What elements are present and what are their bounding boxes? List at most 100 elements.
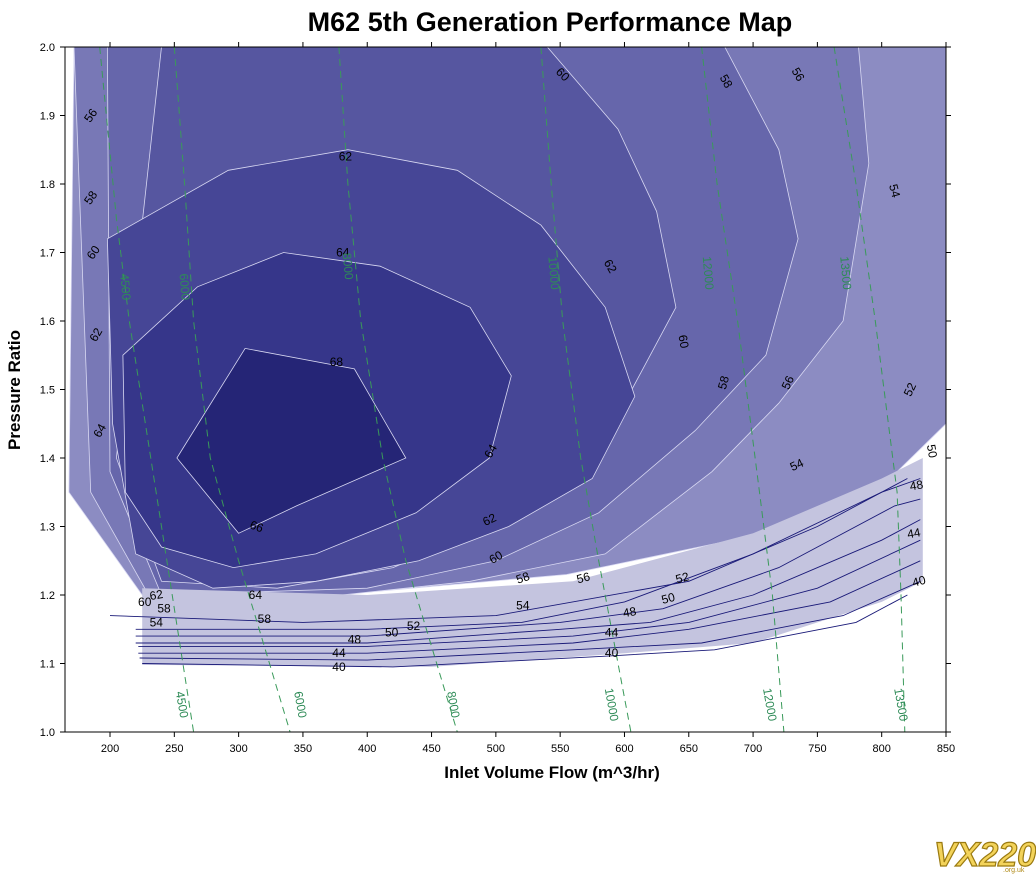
y-tick-label: 1.1 xyxy=(40,659,55,671)
x-tick-label: 450 xyxy=(422,743,440,755)
efficiency-line-52 xyxy=(135,478,921,630)
x-tick-label: 350 xyxy=(294,743,312,755)
x-tick-label: 650 xyxy=(680,743,698,755)
efficiency-label-58: 58 xyxy=(715,374,732,391)
efficiency-label-52: 52 xyxy=(407,619,421,633)
y-tick-label: 1.4 xyxy=(40,453,55,465)
x-tick-label: 750 xyxy=(808,743,826,755)
y-tick-label: 1.8 xyxy=(40,179,55,191)
speed-label-6000: 6000 xyxy=(291,690,309,719)
efficiency-region-low xyxy=(142,458,923,667)
speed-line-4500 xyxy=(99,47,195,732)
speed-label-13500: 13500 xyxy=(837,256,854,291)
efficiency-label-64: 64 xyxy=(336,246,350,260)
y-axis-ticks: 1.0 1.1 1.2 1.3 1.4 1.5 1.6 1.7 1.8 1.9 2.0 xyxy=(40,42,951,739)
efficiency-label-64: 64 xyxy=(481,442,500,461)
x-axis-label: Inlet Volume Flow (m^3/hr) xyxy=(444,763,660,782)
efficiency-label-54: 54 xyxy=(150,615,164,629)
x-tick-label: 400 xyxy=(358,743,376,755)
speed-line-6000 xyxy=(173,47,291,732)
y-tick-label: 1.2 xyxy=(40,590,55,602)
speed-label-12000: 12000 xyxy=(760,687,780,723)
efficiency-label-58: 58 xyxy=(157,602,171,616)
efficiency-label-62: 62 xyxy=(339,150,353,164)
efficiency-line-48 xyxy=(135,519,921,644)
efficiency-label-60: 60 xyxy=(676,334,692,350)
x-tick-label: 700 xyxy=(744,743,762,755)
speed-label-12000: 12000 xyxy=(700,256,717,291)
efficiency-label-48: 48 xyxy=(909,477,925,493)
efficiency-label-48: 48 xyxy=(622,604,638,620)
chart-title: M62 5th Generation Performance Map xyxy=(308,7,793,37)
y-tick-label: 2.0 xyxy=(40,42,55,54)
y-tick-label: 1.0 xyxy=(40,727,55,739)
x-tick-label: 500 xyxy=(487,743,505,755)
speed-label-8000: 8000 xyxy=(340,252,356,280)
efficiency-line-40 xyxy=(142,594,908,668)
y-axis-label: Pressure Ratio xyxy=(5,330,24,450)
x-tick-label: 800 xyxy=(873,743,891,755)
efficiency-line-42 xyxy=(139,580,921,661)
y-tick-label: 1.3 xyxy=(40,522,55,534)
efficiency-label-44: 44 xyxy=(906,525,922,541)
x-tick-label: 300 xyxy=(229,743,247,755)
efficiency-label-64: 64 xyxy=(249,588,263,602)
efficiency-band-68 xyxy=(176,347,407,534)
speed-lines xyxy=(99,47,906,732)
efficiency-line-54 xyxy=(109,478,908,623)
speed-label-8000: 8000 xyxy=(444,690,462,719)
efficiency-label-62: 62 xyxy=(480,510,498,528)
efficiency-label-52: 52 xyxy=(674,569,691,586)
speed-line-8000 xyxy=(338,47,458,732)
efficiency-label-48: 48 xyxy=(348,633,362,647)
efficiency-label-62: 62 xyxy=(601,257,620,276)
efficiency-label-56: 56 xyxy=(575,569,592,586)
efficiency-line-46 xyxy=(138,539,921,647)
efficiency-label-60: 60 xyxy=(138,595,152,609)
x-tick-label: 200 xyxy=(101,743,119,755)
efficiency-label-60: 60 xyxy=(487,548,506,567)
efficiency-label-56: 56 xyxy=(789,65,808,84)
efficiency-label-40: 40 xyxy=(605,646,619,660)
x-tick-label: 850 xyxy=(937,743,955,755)
vx220-logo: VX220 .org.uk xyxy=(933,835,1036,874)
y-tick-label: 1.9 xyxy=(40,111,55,123)
efficiency-label-44: 44 xyxy=(605,626,619,640)
speed-label-10000: 10000 xyxy=(602,687,622,723)
efficiency-lines xyxy=(109,478,921,668)
efficiency-label-64: 64 xyxy=(90,421,109,440)
efficiency-line-44 xyxy=(138,560,921,654)
speed-line-12000 xyxy=(701,47,785,732)
efficiency-label-54: 54 xyxy=(788,456,806,474)
y-tick-label: 1.6 xyxy=(40,316,55,328)
speed-line-13500 xyxy=(833,47,906,732)
efficiency-label-68: 68 xyxy=(330,355,344,369)
efficiency-label-54: 54 xyxy=(886,183,903,200)
efficiency-label-40: 40 xyxy=(911,573,928,590)
x-axis-ticks: 200 250 300 350 400 450 500 550 600 650 700 750 800 8… xyxy=(101,42,955,755)
speed-label-4500: 4500 xyxy=(173,690,191,719)
plot-area xyxy=(68,47,946,732)
y-tick-label: 1.5 xyxy=(40,385,55,397)
x-tick-label: 600 xyxy=(615,743,633,755)
efficiency-label-50: 50 xyxy=(660,590,677,607)
y-tick-label: 1.7 xyxy=(40,248,55,260)
speed-label-4500: 4500 xyxy=(117,273,133,301)
efficiency-label-58: 58 xyxy=(717,72,736,91)
efficiency-bands xyxy=(68,47,946,596)
efficiency-label-54: 54 xyxy=(516,598,530,612)
speed-label-10000: 10000 xyxy=(545,256,562,291)
logo-text: VX220 xyxy=(934,836,1036,874)
x-tick-label: 250 xyxy=(165,743,183,755)
speed-line-labels: 4500 6000 8000 10000 12000 13500 4500 6000 8000 1… xyxy=(117,252,911,722)
efficiency-label-58: 58 xyxy=(258,612,272,626)
efficiency-line-50 xyxy=(135,498,921,637)
speed-label-13500: 13500 xyxy=(891,687,911,723)
efficiency-label-62: 62 xyxy=(149,587,165,603)
speed-label-6000: 6000 xyxy=(177,273,193,301)
speed-line-10000 xyxy=(540,47,632,732)
efficiency-label-50: 50 xyxy=(385,626,399,640)
efficiency-label-56: 56 xyxy=(779,373,797,391)
